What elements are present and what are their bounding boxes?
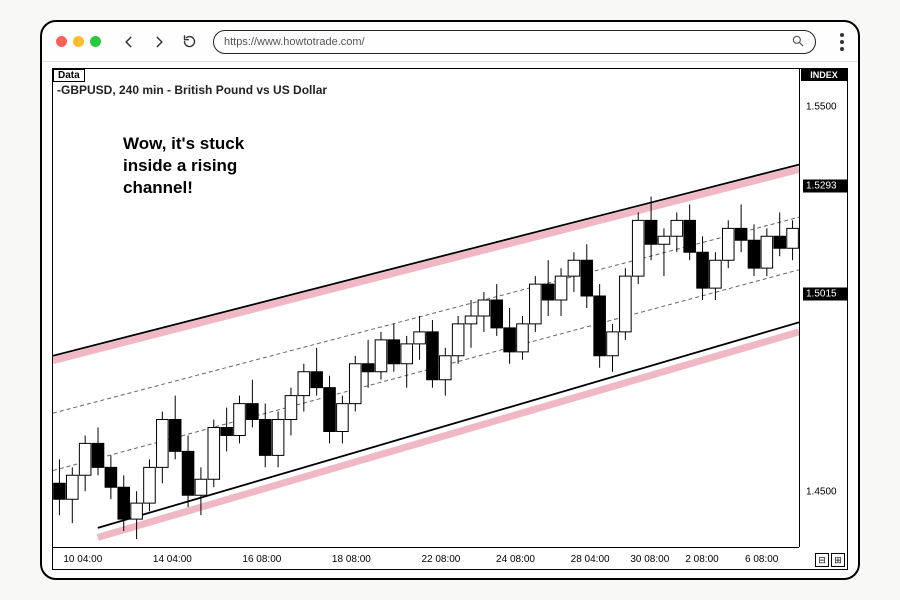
y-tick-label: 1.5500	[803, 102, 847, 113]
x-tick-label: 6 08:00	[745, 554, 778, 565]
browser-toolbar: https://www.howtotrade.com/	[42, 22, 858, 62]
nav-buttons	[121, 34, 197, 50]
window-controls	[56, 36, 101, 47]
ticker-label: -GBPUSD, 240 min - British Pound vs US D…	[57, 83, 327, 97]
back-icon[interactable]	[121, 34, 137, 50]
x-tick-label: 10 04:00	[63, 554, 102, 565]
x-tick-label: 28 04:00	[571, 554, 610, 565]
y-axis: INDEX 1.5500 1.5293 1.5015 1.4500	[799, 69, 847, 547]
chart-frame: Data -GBPUSD, 240 min - British Pound vs…	[52, 68, 848, 570]
browser-window: https://www.howtotrade.com/ Data -GBPUSD…	[40, 20, 860, 580]
y-tick-label: 1.4500	[803, 487, 847, 498]
x-tick-label: 2 08:00	[685, 554, 718, 565]
x-tick-label: 18 08:00	[332, 554, 371, 565]
search-icon[interactable]	[791, 34, 805, 51]
x-tick-label: 22 08:00	[421, 554, 460, 565]
zoom-in-button[interactable]: ⊞	[831, 553, 845, 567]
menu-icon[interactable]	[840, 33, 844, 51]
data-tab[interactable]: Data	[53, 69, 85, 82]
x-tick-label: 24 08:00	[496, 554, 535, 565]
minimize-light[interactable]	[73, 36, 84, 47]
x-axis: 10 04:00 14 04:00 16 08:00 18 08:00 22 08:00…	[53, 547, 799, 569]
chart-annotation: Wow, it's stuckinside a risingchannel!	[123, 133, 244, 199]
zoom-light[interactable]	[90, 36, 101, 47]
x-tick-label: 16 08:00	[242, 554, 281, 565]
reload-icon[interactable]	[181, 34, 197, 50]
x-tick-label: 30 08:00	[630, 554, 669, 565]
url-text: https://www.howtotrade.com/	[224, 36, 365, 48]
corner-buttons: ⊟ ⊞	[815, 553, 845, 567]
y-index-label: INDEX	[801, 69, 847, 81]
url-bar[interactable]: https://www.howtotrade.com/	[213, 30, 816, 54]
zoom-out-button[interactable]: ⊟	[815, 553, 829, 567]
close-light[interactable]	[56, 36, 67, 47]
content-area: Data -GBPUSD, 240 min - British Pound vs…	[42, 62, 858, 578]
y-tick-label: 1.5293	[803, 180, 847, 193]
forward-icon[interactable]	[151, 34, 167, 50]
y-tick-label: 1.5015	[803, 287, 847, 300]
x-tick-label: 14 04:00	[153, 554, 192, 565]
